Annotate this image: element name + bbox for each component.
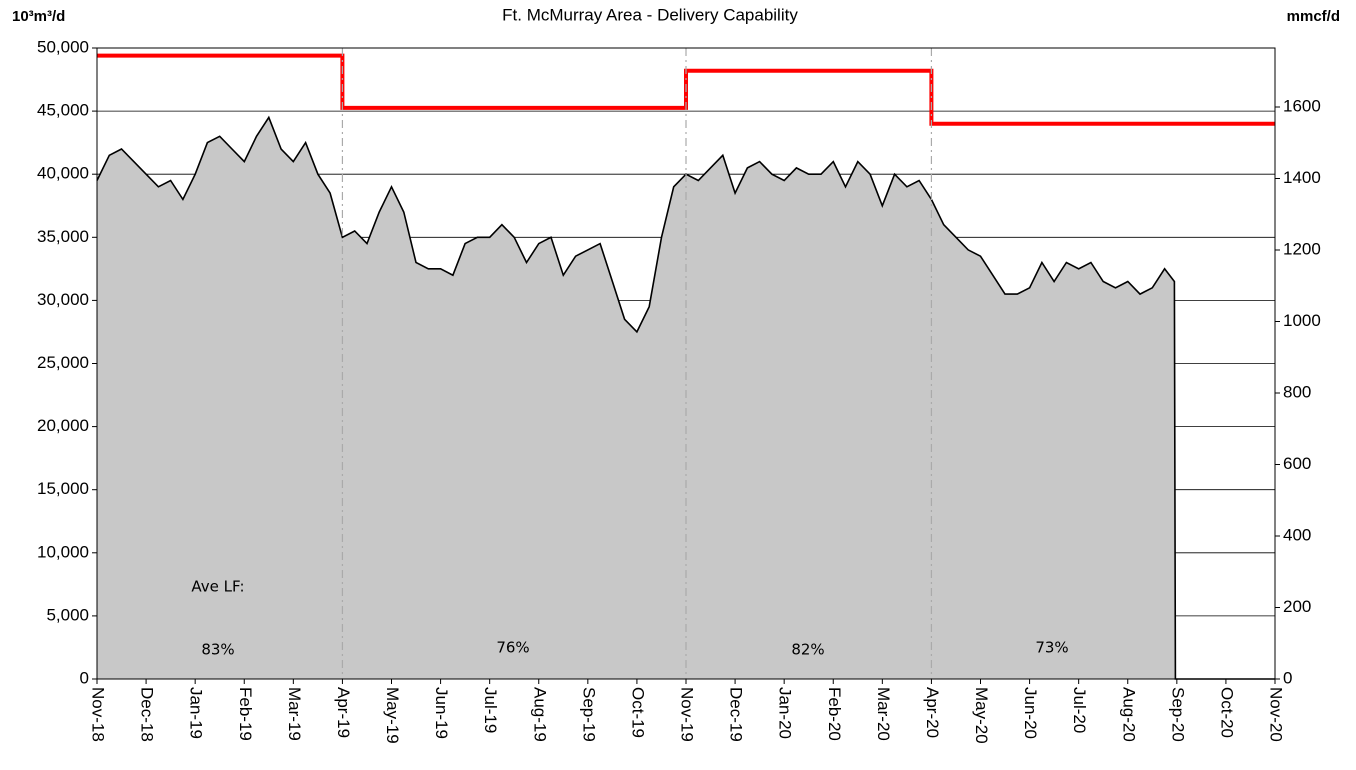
y-tick-label: 5,000	[46, 605, 89, 624]
annotation: 76%	[496, 639, 529, 657]
x-tick-label: Mar-20	[874, 687, 893, 741]
y-axis-label: 10³m³/d	[12, 8, 65, 25]
annotation: 73%	[1035, 639, 1068, 657]
y2-tick-label: 1600	[1283, 96, 1321, 115]
chart-title: Ft. McMurray Area - Delivery Capability	[502, 5, 798, 24]
x-tick-label: Apr-19	[334, 687, 353, 738]
x-tick-label: Nov-19	[678, 687, 697, 742]
y-tick-label: 15,000	[37, 479, 89, 498]
x-tick-label: Jun-19	[432, 687, 451, 739]
y2-tick-label: 1400	[1283, 168, 1321, 187]
y2-tick-label: 200	[1283, 597, 1311, 616]
x-tick-label: Nov-20	[1267, 687, 1286, 742]
y-tick-label: 50,000	[37, 37, 89, 56]
y-tick-label: 45,000	[37, 101, 89, 120]
x-tick-label: Dec-18	[138, 687, 157, 742]
x-tick-label: Apr-20	[923, 687, 942, 738]
y2-tick-label: 400	[1283, 525, 1311, 544]
y2-tick-label: 1000	[1283, 311, 1321, 330]
y2-tick-label: 600	[1283, 454, 1311, 473]
y-tick-label: 20,000	[37, 416, 89, 435]
flow-line	[96, 115, 1275, 680]
annotation: 82%	[791, 641, 824, 659]
y-tick-label: 0	[80, 668, 89, 687]
annotation: 83%	[201, 641, 234, 659]
y-tick-label: 10,000	[37, 542, 89, 561]
y2-axis-label: mmcf/d	[1287, 8, 1340, 25]
x-tick-label: Jan-20	[776, 687, 795, 739]
y2-tick-label: 800	[1283, 382, 1311, 401]
x-tick-label: May-19	[383, 687, 402, 744]
y2-tick-label: 0	[1283, 668, 1292, 687]
x-tick-label: Feb-20	[825, 687, 844, 741]
x-tick-label: May-20	[972, 687, 991, 744]
x-tick-label: Oct-20	[1217, 687, 1236, 738]
x-tick-label: Sep-19	[579, 687, 598, 742]
x-tick-label: Dec-19	[727, 687, 746, 742]
y2-tick-label: 1200	[1283, 239, 1321, 258]
annotation: Ave LF:	[191, 578, 244, 596]
x-tick-label: Jan-19	[187, 687, 206, 739]
x-tick-label: Oct-19	[628, 687, 647, 738]
x-tick-label: Aug-20	[1119, 687, 1138, 742]
x-tick-label: Jun-20	[1021, 687, 1040, 739]
x-tick-label: Feb-19	[236, 687, 255, 741]
x-tick-label: Jul-20	[1070, 687, 1089, 733]
x-tick-label: Nov-18	[89, 687, 108, 742]
y-tick-label: 30,000	[37, 290, 89, 309]
y-tick-label: 25,000	[37, 353, 89, 372]
area-fill	[97, 117, 1275, 679]
x-tick-label: Jul-19	[481, 687, 500, 733]
x-tick-label: Aug-19	[530, 687, 549, 742]
y-tick-label: 35,000	[37, 227, 89, 246]
y-tick-label: 40,000	[37, 164, 89, 183]
x-tick-label: Sep-20	[1168, 687, 1187, 742]
x-tick-label: Mar-19	[285, 687, 304, 741]
